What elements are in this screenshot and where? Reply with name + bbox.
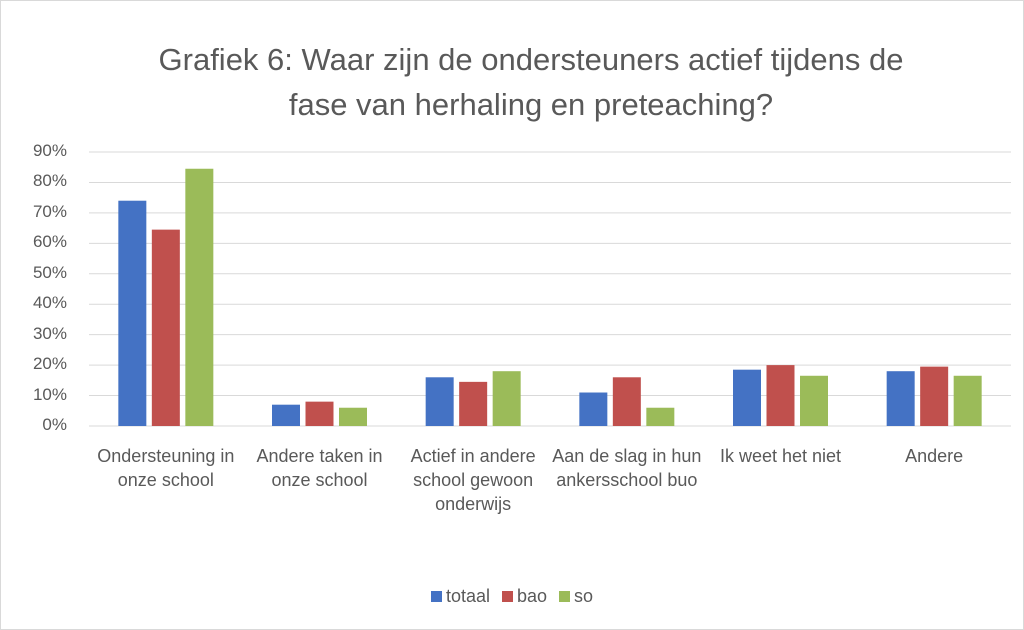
legend-label: bao [516, 586, 548, 606]
y-tick-label: 50% [32, 262, 67, 282]
y-tick-label: 20% [32, 354, 67, 374]
legend-swatch [559, 591, 571, 602]
y-tick-label: 80% [32, 171, 67, 191]
x-tick-label: Ondersteuning in onze school [97, 446, 235, 490]
bar [425, 377, 454, 426]
x-tick-label: Aan de slag in hun ankersschool buo [552, 446, 702, 490]
legend-swatch [501, 591, 513, 602]
bar [272, 404, 300, 426]
x-tick-label: Andere [905, 446, 964, 466]
bar [646, 407, 675, 426]
y-tick-label: 10% [32, 384, 67, 404]
y-tick-label: 90% [32, 141, 67, 160]
x-tick-label: Actief in andere school gewoon onderwijs [410, 446, 536, 514]
bar [579, 392, 608, 426]
bar [492, 371, 521, 426]
bar [766, 365, 795, 426]
bar [118, 200, 147, 426]
legend-label: totaal [445, 586, 490, 606]
bar [151, 229, 180, 426]
chart-title: Grafiek 6: Waar zijn de ondersteuners ac… [158, 42, 904, 122]
y-tick-label: 30% [32, 323, 67, 343]
legend-item: so [559, 586, 593, 607]
y-tick-label: 70% [32, 201, 67, 221]
bar [612, 377, 641, 426]
legend-label: so [574, 586, 594, 606]
y-tick-label: 40% [32, 293, 67, 313]
bar [800, 375, 828, 426]
legend-item: totaal [430, 586, 490, 607]
bar [339, 407, 367, 426]
legend-item: bao [501, 586, 548, 607]
bar [305, 401, 334, 426]
y-tick-label: 0% [42, 415, 67, 434]
bar [733, 369, 761, 426]
bar [920, 366, 949, 426]
bar [185, 168, 214, 426]
legend: totaal bao so [1, 586, 1023, 607]
x-tick-label: Ik weet het niet [719, 446, 842, 466]
x-tick-label: Andere taken in onze school [256, 446, 383, 490]
legend-swatch [430, 591, 442, 602]
bar [953, 375, 982, 426]
y-tick-label: 60% [32, 232, 67, 252]
bar [459, 381, 488, 426]
bar [886, 371, 915, 426]
